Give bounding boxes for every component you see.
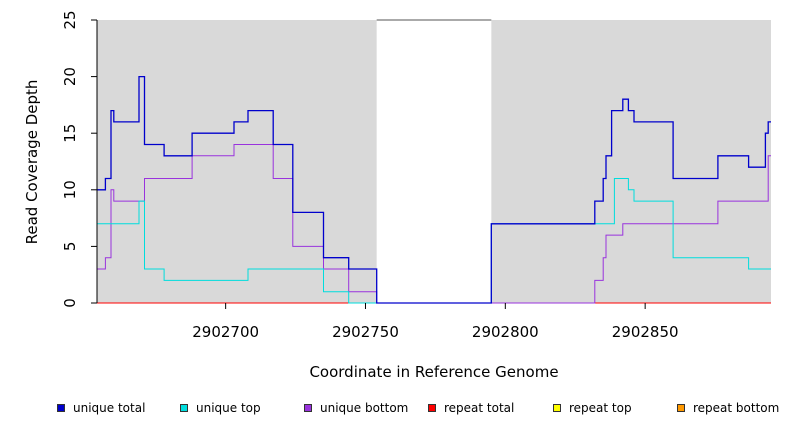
- series-line-unique-total: [97, 75, 771, 304]
- y-tick-label: 15: [61, 124, 79, 143]
- y-tick-label: 25: [61, 10, 79, 29]
- x-axis-label: Coordinate in Reference Genome: [309, 363, 558, 381]
- legend-item: repeat top: [553, 400, 632, 416]
- legend-label: repeat total: [444, 401, 515, 415]
- legend-item: repeat total: [428, 400, 514, 416]
- y-tick-label: 0: [61, 298, 79, 308]
- x-tick-label: 2902700: [192, 323, 259, 341]
- shaded-region-left: [97, 20, 377, 303]
- legend-swatch: [428, 404, 436, 412]
- legend-label: unique bottom: [320, 401, 409, 415]
- x-tick-label: 2902850: [612, 323, 679, 341]
- legend-swatch: [57, 404, 65, 412]
- legend-label: unique total: [73, 401, 146, 415]
- legend: unique total unique top unique bottom repea…: [0, 400, 792, 420]
- shaded-region-right: [491, 20, 771, 303]
- legend-swatch: [677, 404, 685, 412]
- legend-label: repeat top: [569, 401, 632, 415]
- x-tick-label: 2902750: [332, 323, 399, 341]
- legend-item: unique bottom: [304, 400, 408, 416]
- plot-background: [97, 19, 771, 303]
- legend-item: unique total: [57, 400, 145, 416]
- legend-label: repeat bottom: [693, 401, 780, 415]
- legend-item: repeat bottom: [677, 400, 779, 416]
- legend-item: unique top: [180, 400, 261, 416]
- x-tick-label: 2902800: [472, 323, 539, 341]
- y-tick-label: 20: [61, 67, 79, 86]
- legend-label: unique top: [196, 401, 261, 415]
- legend-swatch: [553, 404, 561, 412]
- series-layer: [97, 75, 771, 304]
- legend-swatch: [180, 404, 188, 412]
- axes-layer: 0 5 10 15 20 25 2902700 2902750 2902800 2902850: [61, 10, 679, 341]
- y-tick-label: 5: [61, 242, 79, 252]
- y-axis-label: Read Coverage Depth: [23, 80, 41, 245]
- legend-swatch: [304, 404, 312, 412]
- y-tick-label: 10: [61, 180, 79, 199]
